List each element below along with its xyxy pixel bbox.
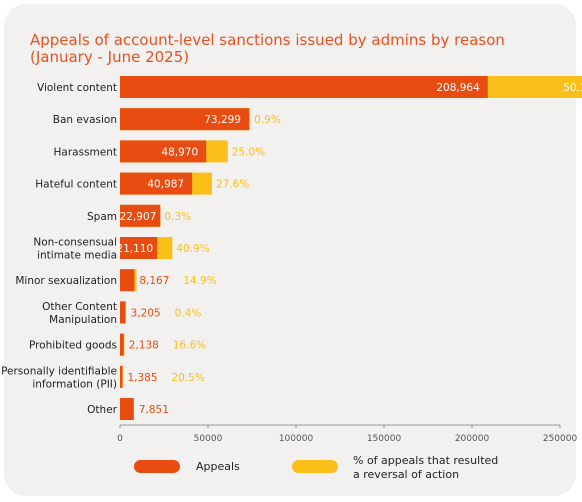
category-label-2: Harassment (54, 146, 117, 158)
x-tick-label-1: 50000 (194, 434, 223, 444)
category-label-9-line1: information (PII) (32, 378, 117, 390)
chart-title-line2: (January - June 2025) (30, 48, 190, 66)
reversal-value-label-8: 16.6% (173, 340, 206, 352)
category-label-7-line1: Manipulation (49, 314, 117, 326)
bar-appeals-0 (120, 76, 488, 98)
legend-swatch-appeals (134, 460, 180, 473)
chart-title-line1: Appeals of account-level sanctions issue… (30, 31, 505, 49)
appeals-value-label-9: 1,385 (127, 372, 157, 384)
reversal-value-label-7: 0.4% (175, 307, 202, 319)
bar-appeals-3 (120, 172, 193, 195)
legend-label-appeals: Appeals (196, 460, 240, 474)
x-tick-label-2: 100000 (279, 434, 314, 444)
reversal-value-label-3: 27.6% (216, 179, 249, 191)
reversal-value-label-5: 40.9% (176, 243, 209, 255)
legend-label-reversal: % of appeals that resulted a reversal of… (353, 454, 498, 482)
category-label-9-line0: Personally identifiable (1, 365, 117, 377)
chart-title: Appeals of account-level sanctions issue… (30, 32, 550, 66)
reversal-value-label-4: 0.3% (164, 211, 191, 223)
reversal-value-label-0: 50.1% (563, 82, 582, 94)
appeals-value-label-8: 2,138 (129, 340, 159, 352)
category-label-5-line1: intimate media (37, 250, 117, 262)
reversal-value-label-9: 20.5% (171, 372, 204, 384)
bar-appeals-5 (120, 237, 158, 259)
legend-swatch-reversal (292, 460, 338, 473)
x-tick-label-3: 150000 (367, 434, 402, 444)
appeals-value-label-1: 73,299 (204, 114, 241, 126)
bar-appeals-6 (120, 269, 135, 292)
category-label-1: Ban evasion (53, 114, 117, 126)
x-tick-label-4: 200000 (455, 434, 490, 444)
bar-appeals-4 (120, 204, 161, 227)
legend-text-reversal-line1: % of appeals that resulted (353, 454, 499, 467)
appeals-value-label-4: 22,907 (120, 211, 157, 223)
legend-text-appeals: Appeals (196, 460, 240, 473)
appeals-value-label-10: 7,851 (139, 404, 169, 416)
category-label-10: Other (87, 404, 117, 416)
category-label-5-line0: Non-consensual (33, 237, 117, 249)
category-label-6: Minor sexualization (15, 275, 117, 287)
appeals-value-label-7: 3,205 (131, 307, 161, 319)
reversal-value-label-6: 14.9% (183, 275, 216, 287)
appeals-value-label-2: 48,970 (161, 146, 198, 158)
category-label-4: Spam (87, 211, 117, 223)
bar-appeals-10 (120, 398, 134, 420)
category-label-8: Prohibited goods (29, 340, 117, 352)
bar-appeals-8 (120, 333, 124, 356)
appeals-value-label-0: 208,964 (436, 82, 480, 94)
bar-appeals-7 (120, 301, 126, 324)
bar-appeals-1 (120, 108, 250, 131)
bar-appeals-2 (120, 140, 207, 163)
category-label-7-line0: Other Content (42, 301, 117, 313)
appeals-value-label-6: 8,167 (139, 275, 169, 287)
legend-text-reversal-line2: a reversal of action (353, 468, 460, 481)
bar-appeals-9 (120, 365, 123, 388)
appeals-value-label-3: 40,987 (147, 179, 184, 191)
category-label-0: Violent content (37, 82, 117, 94)
x-tick-label-0: 0 (117, 434, 123, 444)
reversal-value-label-2: 25.0% (232, 146, 265, 158)
reversal-value-label-1: 0.9% (254, 114, 281, 126)
category-label-3: Hateful content (35, 179, 117, 191)
appeals-value-label-5: 21,110 (116, 243, 153, 255)
x-tick-label-5: 250000 (543, 434, 578, 444)
